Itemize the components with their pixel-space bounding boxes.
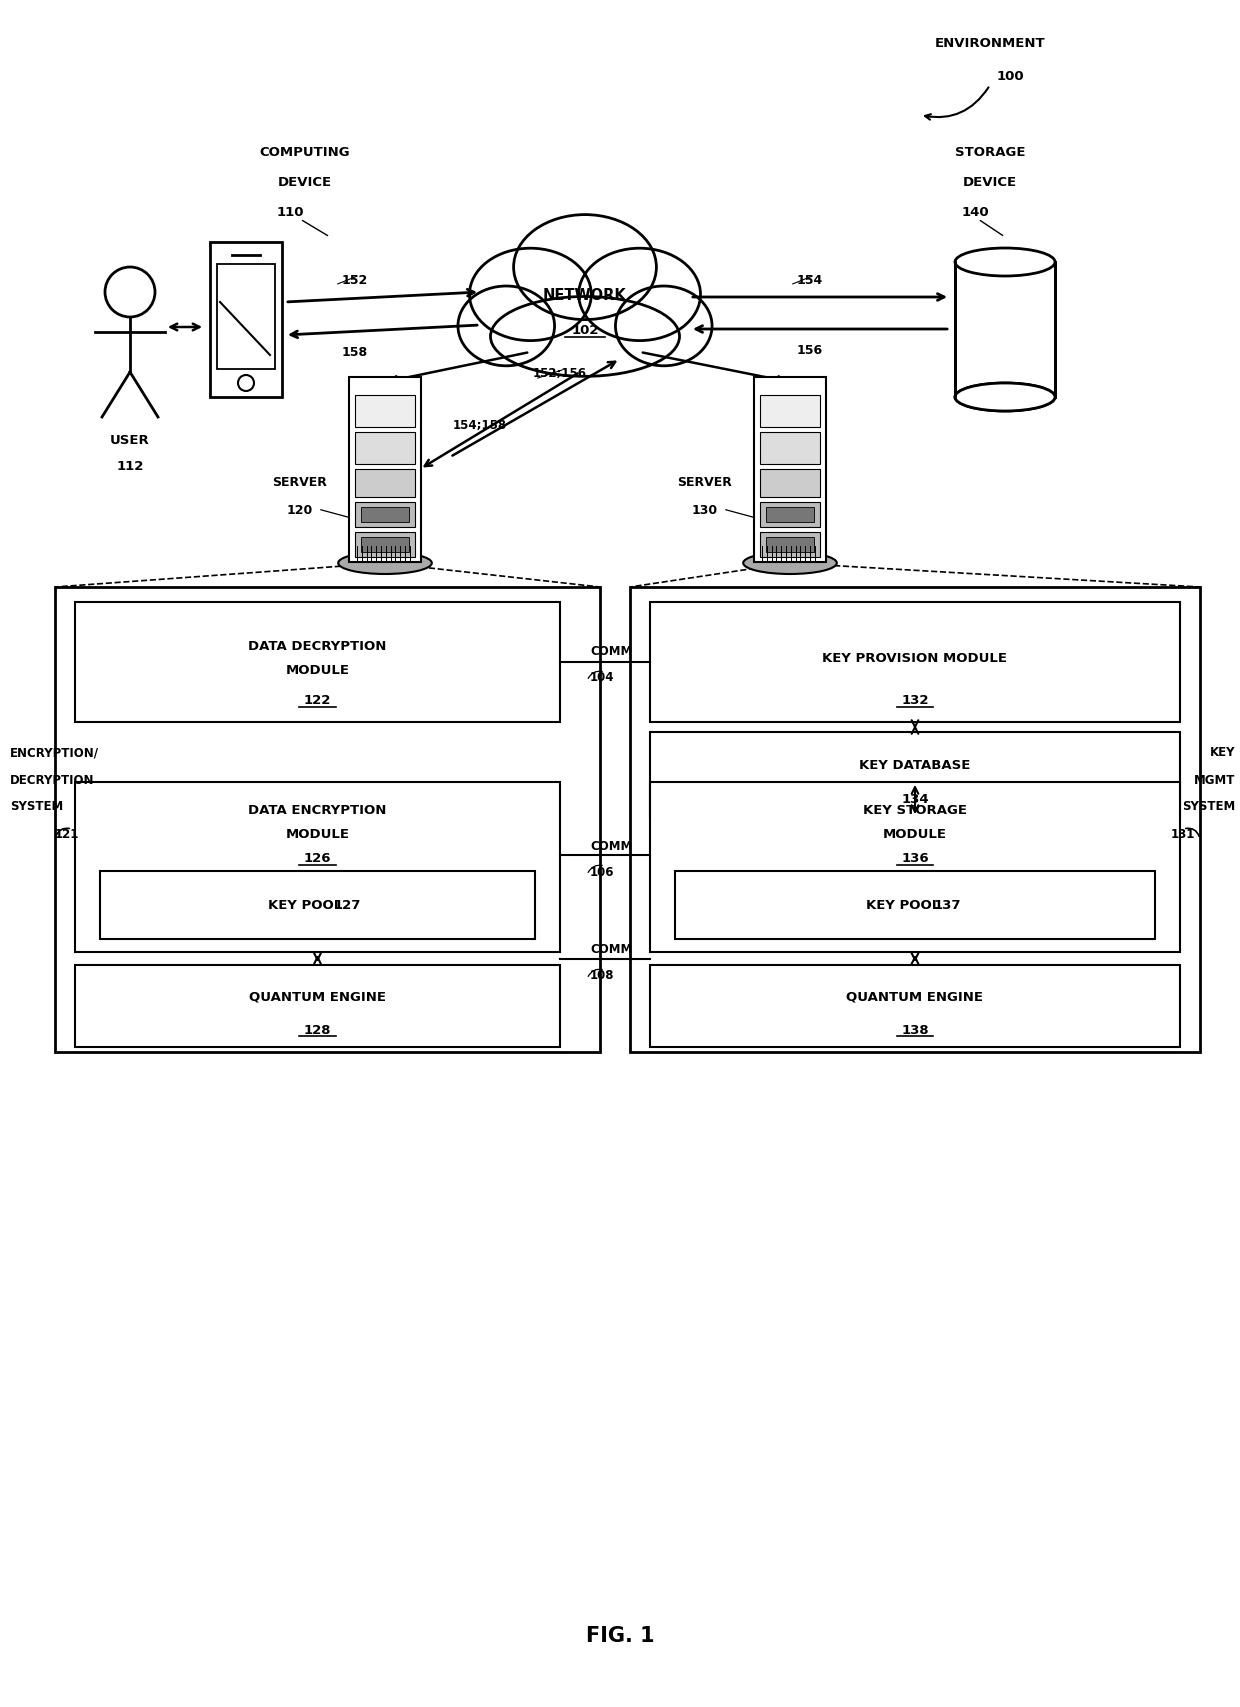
Text: 134: 134 — [901, 794, 929, 806]
Text: DEVICE: DEVICE — [963, 176, 1017, 189]
Text: KEY POOL: KEY POOL — [866, 900, 945, 912]
FancyBboxPatch shape — [766, 538, 813, 553]
FancyBboxPatch shape — [760, 396, 820, 428]
Text: USER: USER — [110, 434, 150, 446]
FancyBboxPatch shape — [760, 469, 820, 498]
Text: 121: 121 — [55, 828, 79, 842]
Text: 110: 110 — [277, 207, 304, 220]
FancyBboxPatch shape — [100, 872, 534, 939]
Text: 128: 128 — [304, 1022, 331, 1036]
Text: 102: 102 — [572, 323, 599, 336]
FancyBboxPatch shape — [650, 966, 1180, 1048]
Text: 138: 138 — [901, 1022, 929, 1036]
Text: SYSTEM: SYSTEM — [1182, 801, 1235, 813]
Text: FIG. 1: FIG. 1 — [585, 1625, 655, 1646]
Text: 136: 136 — [901, 852, 929, 865]
Ellipse shape — [743, 553, 837, 575]
Text: KEY PROVISION MODULE: KEY PROVISION MODULE — [822, 650, 1007, 664]
FancyBboxPatch shape — [355, 434, 415, 464]
Text: 127: 127 — [334, 900, 361, 912]
Text: MODULE: MODULE — [285, 828, 350, 842]
Text: COMM: COMM — [590, 840, 632, 852]
Text: 131: 131 — [1171, 828, 1195, 842]
Text: KEY POOL: KEY POOL — [268, 900, 347, 912]
FancyBboxPatch shape — [74, 603, 560, 722]
Text: QUANTUM ENGINE: QUANTUM ENGINE — [847, 990, 983, 1004]
Ellipse shape — [513, 215, 656, 321]
Text: NETWORK: NETWORK — [543, 288, 627, 304]
FancyBboxPatch shape — [55, 587, 600, 1053]
Text: KEY STORAGE: KEY STORAGE — [863, 804, 967, 818]
FancyBboxPatch shape — [955, 263, 1055, 398]
FancyBboxPatch shape — [630, 587, 1200, 1053]
FancyBboxPatch shape — [766, 507, 813, 522]
FancyBboxPatch shape — [754, 377, 826, 563]
Ellipse shape — [339, 553, 432, 575]
Text: 108: 108 — [590, 970, 615, 982]
Ellipse shape — [458, 287, 554, 367]
FancyBboxPatch shape — [348, 377, 422, 563]
Text: 112: 112 — [117, 459, 144, 473]
Ellipse shape — [470, 249, 591, 341]
Ellipse shape — [615, 287, 712, 367]
Text: 140: 140 — [961, 207, 988, 220]
FancyBboxPatch shape — [650, 782, 1180, 953]
FancyBboxPatch shape — [217, 265, 275, 370]
FancyBboxPatch shape — [760, 533, 820, 558]
Text: SERVER: SERVER — [677, 476, 733, 490]
FancyBboxPatch shape — [760, 434, 820, 464]
FancyBboxPatch shape — [361, 538, 409, 553]
FancyBboxPatch shape — [355, 396, 415, 428]
Text: SERVER: SERVER — [273, 476, 327, 490]
Text: 158: 158 — [342, 347, 368, 358]
Text: 152;156: 152;156 — [533, 367, 587, 379]
FancyBboxPatch shape — [650, 603, 1180, 722]
FancyBboxPatch shape — [74, 782, 560, 953]
FancyBboxPatch shape — [210, 242, 281, 398]
Ellipse shape — [955, 249, 1055, 277]
Text: COMM: COMM — [590, 942, 632, 956]
Text: COMM: COMM — [590, 645, 632, 659]
Text: 156: 156 — [797, 343, 823, 357]
Text: 154;158: 154;158 — [453, 420, 507, 432]
Text: DECRYPTION: DECRYPTION — [10, 773, 94, 785]
Text: DEVICE: DEVICE — [278, 176, 332, 189]
Text: COMPUTING: COMPUTING — [259, 147, 351, 159]
Text: DATA DECRYPTION: DATA DECRYPTION — [248, 640, 387, 654]
Text: 120: 120 — [286, 504, 314, 516]
Text: ENCRYPTION/: ENCRYPTION/ — [10, 746, 99, 760]
Text: 152: 152 — [342, 273, 368, 287]
Text: 100: 100 — [996, 70, 1024, 82]
Text: 106: 106 — [590, 865, 615, 877]
Text: ENVIRONMENT: ENVIRONMENT — [935, 36, 1045, 50]
Text: DATA ENCRYPTION: DATA ENCRYPTION — [248, 804, 387, 818]
Text: SYSTEM: SYSTEM — [10, 801, 63, 813]
FancyBboxPatch shape — [355, 533, 415, 558]
Text: 132: 132 — [901, 695, 929, 707]
Ellipse shape — [579, 249, 701, 341]
FancyBboxPatch shape — [650, 732, 1180, 818]
Ellipse shape — [491, 297, 680, 377]
FancyBboxPatch shape — [355, 469, 415, 498]
Text: MODULE: MODULE — [285, 664, 350, 678]
Text: KEY: KEY — [1209, 746, 1235, 760]
Text: QUANTUM ENGINE: QUANTUM ENGINE — [249, 990, 386, 1004]
Text: STORAGE: STORAGE — [955, 147, 1025, 159]
Text: 137: 137 — [934, 900, 961, 912]
FancyBboxPatch shape — [74, 966, 560, 1048]
Ellipse shape — [955, 384, 1055, 411]
FancyBboxPatch shape — [760, 502, 820, 527]
Text: MODULE: MODULE — [883, 828, 947, 842]
Text: KEY DATABASE: KEY DATABASE — [859, 758, 971, 772]
Text: 154: 154 — [797, 273, 823, 287]
FancyBboxPatch shape — [361, 507, 409, 522]
Text: 122: 122 — [304, 695, 331, 707]
FancyBboxPatch shape — [355, 502, 415, 527]
Text: 130: 130 — [692, 504, 718, 516]
Text: MGMT: MGMT — [1194, 773, 1235, 785]
Text: 126: 126 — [304, 852, 331, 865]
Text: 104: 104 — [590, 671, 615, 685]
FancyBboxPatch shape — [675, 872, 1154, 939]
